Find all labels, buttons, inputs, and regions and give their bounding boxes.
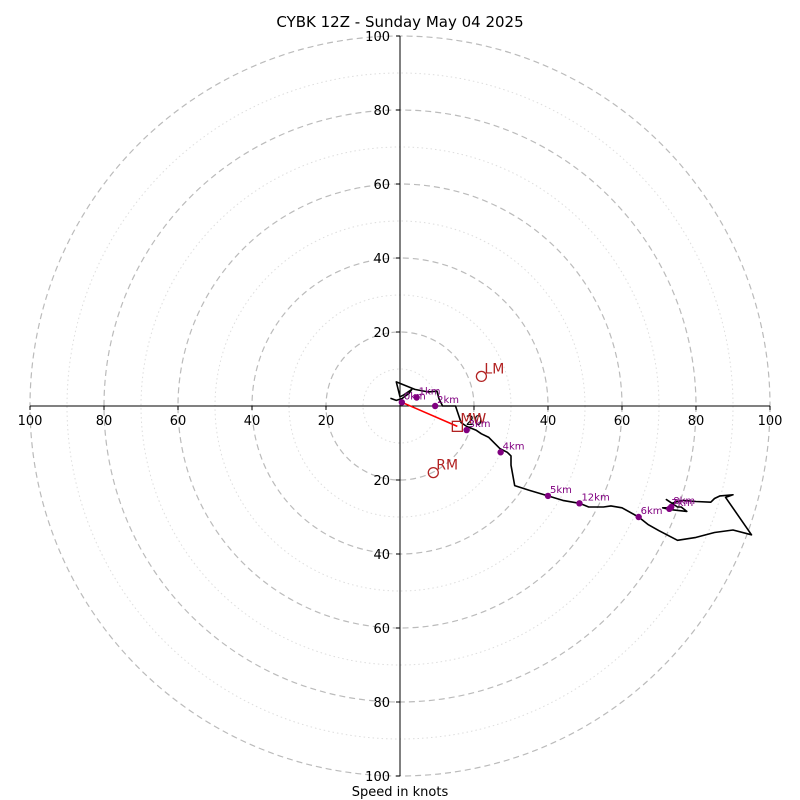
- shear-vector: [401, 401, 458, 428]
- storm-marker-mw: [451, 420, 464, 433]
- height-label-12km: 12km: [581, 492, 609, 503]
- height-marker-0km: [398, 399, 406, 406]
- height-label-4km: 4km: [503, 441, 525, 452]
- height-label-5km: 5km: [550, 485, 572, 496]
- height-label-8km: 8km: [673, 496, 695, 507]
- height-marker-8km: [668, 503, 675, 511]
- x-tick-label-neg: 100: [18, 414, 43, 429]
- y-tick-label-pos: 40: [373, 252, 390, 267]
- x-axis-label: Speed in knots: [352, 785, 449, 800]
- storm-motion-markers: LM RM MW: [427, 361, 504, 479]
- height-markers: 0km1km2km3km4km5km6km7km8km12km: [398, 386, 695, 521]
- axes: [30, 36, 770, 776]
- height-marker-6km: [635, 513, 642, 521]
- y-tick-label-pos: 80: [373, 104, 390, 119]
- x-tick-label-pos: 100: [758, 414, 783, 429]
- storm-label-rm: RM: [436, 458, 458, 474]
- shear-vector-line: [401, 401, 458, 428]
- x-tick-label-pos: 80: [688, 414, 705, 429]
- x-tick-label-pos: 40: [540, 414, 557, 429]
- height-label-3km: 3km: [469, 419, 491, 430]
- tick-labels: 20 20 20 20 40 40 40 40 60 60 60 60 80 80 80 80 100 100 10…: [18, 30, 783, 785]
- y-tick-label-neg: 80: [373, 696, 390, 711]
- y-tick-label-neg: 20: [373, 474, 390, 489]
- x-tick-label-pos: 60: [614, 414, 631, 429]
- x-tick-label-pos: 20: [466, 414, 483, 429]
- height-label-6km: 6km: [641, 506, 663, 517]
- height-label-7km: 7km: [671, 498, 693, 509]
- y-tick-label-neg: 100: [365, 770, 390, 785]
- storm-label-lm: LM: [484, 361, 504, 377]
- y-tick-label-neg: 60: [373, 622, 390, 637]
- x-tick-label-neg: 20: [318, 414, 335, 429]
- y-tick-label-neg: 40: [373, 548, 390, 563]
- height-marker-5km: [544, 492, 552, 500]
- storm-marker-rm: [427, 466, 439, 479]
- height-marker-1km: [413, 394, 420, 401]
- storm-label-mw: MW: [460, 411, 486, 427]
- x-tick-label-neg: 40: [244, 414, 261, 429]
- x-tick-label-neg: 80: [96, 414, 113, 429]
- height-marker-2km: [431, 402, 439, 410]
- y-tick-label-pos: 20: [373, 326, 390, 341]
- y-tick-label-pos: 60: [373, 178, 390, 193]
- y-tick-label-pos: 100: [365, 30, 390, 45]
- height-marker-12km: [576, 500, 583, 507]
- height-label-2km: 2km: [437, 395, 459, 406]
- storm-marker-lm: [475, 370, 488, 383]
- x-tick-label-neg: 60: [170, 414, 187, 429]
- chart-title: CYBK 12Z - Sunday May 04 2025: [276, 13, 523, 31]
- height-marker-3km: [463, 426, 470, 434]
- height-marker-4km: [497, 449, 504, 456]
- height-label-1km: 1km: [419, 386, 441, 397]
